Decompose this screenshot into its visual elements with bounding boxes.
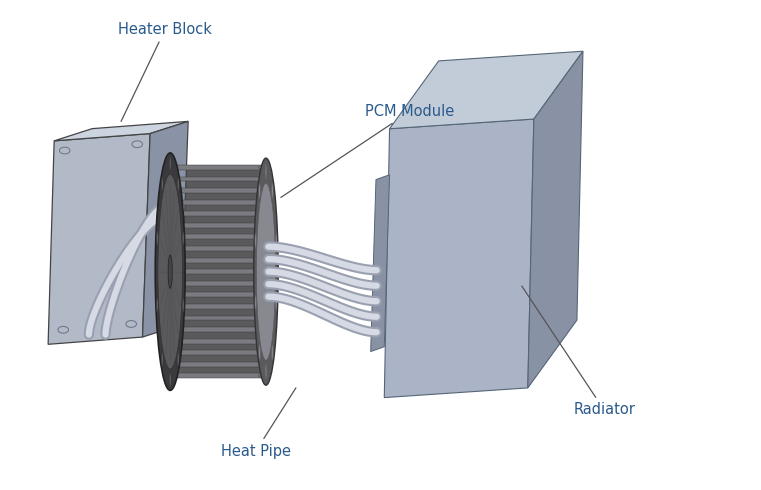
Ellipse shape bbox=[156, 298, 158, 312]
Bar bbox=[174, 362, 262, 367]
Ellipse shape bbox=[272, 183, 273, 199]
Polygon shape bbox=[48, 134, 150, 344]
Bar bbox=[174, 293, 262, 297]
Ellipse shape bbox=[259, 351, 266, 354]
Ellipse shape bbox=[259, 236, 266, 238]
Bar bbox=[174, 281, 262, 286]
Bar bbox=[174, 269, 262, 274]
Ellipse shape bbox=[275, 233, 277, 249]
Ellipse shape bbox=[161, 352, 163, 366]
Ellipse shape bbox=[259, 247, 266, 250]
Ellipse shape bbox=[272, 344, 273, 361]
Ellipse shape bbox=[168, 255, 172, 288]
Ellipse shape bbox=[256, 183, 275, 360]
Bar bbox=[174, 350, 262, 355]
Ellipse shape bbox=[259, 305, 266, 308]
Bar bbox=[174, 223, 262, 228]
Polygon shape bbox=[371, 175, 390, 352]
Text: Heat Pipe: Heat Pipe bbox=[221, 388, 296, 459]
Ellipse shape bbox=[253, 158, 279, 385]
Bar bbox=[174, 176, 262, 181]
Ellipse shape bbox=[259, 201, 266, 204]
Polygon shape bbox=[390, 51, 583, 129]
Ellipse shape bbox=[255, 294, 256, 311]
Ellipse shape bbox=[265, 364, 267, 379]
Ellipse shape bbox=[259, 294, 266, 296]
Text: Radiator: Radiator bbox=[522, 286, 635, 417]
Polygon shape bbox=[174, 168, 262, 376]
Ellipse shape bbox=[177, 352, 179, 366]
Ellipse shape bbox=[169, 372, 171, 387]
Ellipse shape bbox=[259, 282, 266, 285]
Ellipse shape bbox=[161, 177, 163, 192]
Ellipse shape bbox=[259, 328, 266, 331]
Ellipse shape bbox=[259, 259, 266, 262]
Polygon shape bbox=[142, 122, 188, 337]
Bar bbox=[174, 339, 262, 343]
Ellipse shape bbox=[259, 177, 266, 180]
Ellipse shape bbox=[259, 340, 266, 343]
Text: Heater Block: Heater Block bbox=[118, 22, 212, 122]
Ellipse shape bbox=[155, 153, 185, 391]
Bar bbox=[174, 258, 262, 263]
Bar bbox=[174, 304, 262, 309]
Ellipse shape bbox=[255, 233, 256, 249]
Bar bbox=[174, 211, 262, 216]
Bar bbox=[174, 373, 262, 378]
Ellipse shape bbox=[259, 189, 266, 192]
Ellipse shape bbox=[259, 270, 266, 273]
Ellipse shape bbox=[182, 231, 184, 245]
Ellipse shape bbox=[259, 212, 266, 215]
Ellipse shape bbox=[275, 294, 277, 311]
Ellipse shape bbox=[259, 317, 266, 319]
Ellipse shape bbox=[177, 177, 179, 192]
Polygon shape bbox=[384, 119, 534, 397]
Ellipse shape bbox=[156, 231, 158, 245]
Text: PCM Module: PCM Module bbox=[281, 104, 454, 197]
Ellipse shape bbox=[259, 166, 266, 169]
Bar bbox=[174, 235, 262, 239]
Ellipse shape bbox=[259, 344, 260, 361]
Bar bbox=[174, 200, 262, 205]
Ellipse shape bbox=[182, 298, 184, 312]
Ellipse shape bbox=[259, 374, 266, 377]
Ellipse shape bbox=[259, 363, 266, 366]
Bar bbox=[174, 188, 262, 193]
Ellipse shape bbox=[259, 224, 266, 227]
Ellipse shape bbox=[158, 174, 183, 369]
Ellipse shape bbox=[265, 164, 267, 180]
Ellipse shape bbox=[169, 156, 171, 171]
Polygon shape bbox=[54, 122, 188, 141]
Ellipse shape bbox=[259, 183, 260, 199]
Polygon shape bbox=[528, 51, 583, 388]
Bar bbox=[174, 246, 262, 251]
Bar bbox=[174, 165, 262, 170]
Bar bbox=[174, 316, 262, 320]
Bar bbox=[174, 327, 262, 332]
